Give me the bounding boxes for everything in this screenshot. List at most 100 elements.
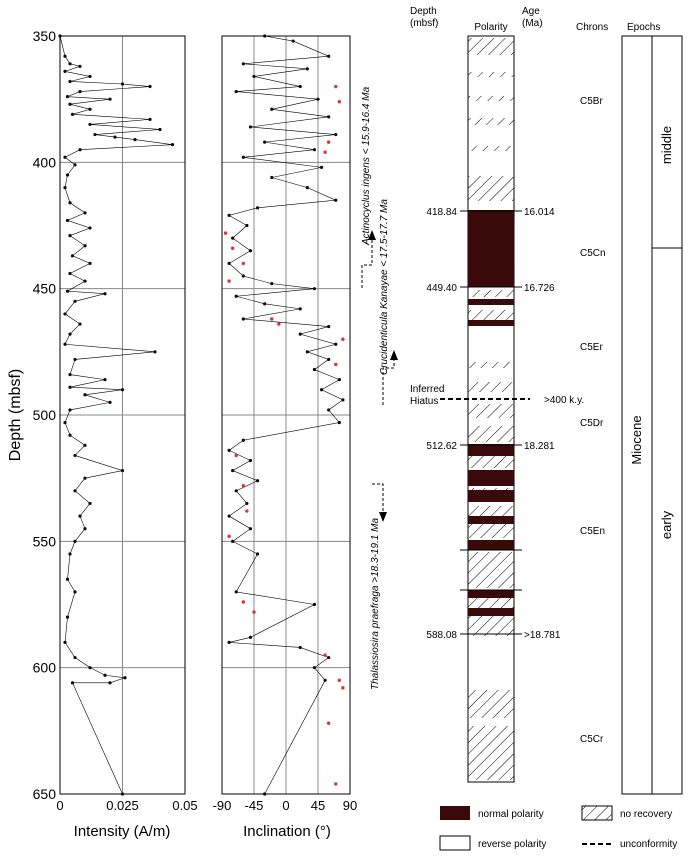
chron-label: C5Br [580,96,603,107]
legend-normal-label: normal polarity [478,809,544,820]
inclination-point [245,223,249,228]
intensity-point [88,122,92,127]
inclination-x-tick: -90 [213,798,232,813]
intensity-point [68,433,72,437]
inclination-point [245,501,249,506]
inclination-point [234,489,238,493]
y-tick-label: 600 [33,660,57,676]
intensity-point [68,372,72,377]
intensity-point [148,84,152,89]
depth-label: 418.84 [426,207,457,218]
intensity-point [108,97,112,101]
inclination-point [298,307,302,311]
intensity-point [78,322,82,326]
intensity-point [120,468,125,473]
inclination-red-point [341,337,345,341]
inclination-point [312,287,317,291]
intensity-point [83,393,87,397]
inclination-red-point [277,322,281,326]
inclination-point [263,34,267,38]
y-tick-label: 350 [33,28,57,44]
inclination-point [248,125,253,129]
inclination-point [341,398,345,402]
inclination-point [248,527,253,531]
intensity-point [68,552,72,556]
chron-label: C5Dr [580,418,604,429]
intensity-point [73,163,77,167]
intensity-point [63,312,67,316]
inclination-point [316,97,320,101]
inclination-point [227,261,231,265]
inclination-point [327,324,331,329]
inclination-point [319,388,324,392]
intensity-point [78,89,82,94]
inclination-panel: -90 -45 0 45 90 Inclination (°) [213,34,357,840]
inclination-point [337,420,341,425]
inclination-point [312,367,317,372]
y-tick-label: 400 [33,154,57,170]
inclination-point [337,378,341,382]
hiatus-label-2: Hiatus [410,396,438,407]
inclination-point [227,514,231,518]
inclination-red-point [334,362,338,367]
intensity-point [63,155,67,159]
inclination-red-point [241,484,246,488]
inclination-point [270,175,274,180]
inclination-point [248,249,253,253]
inclination-point [263,792,267,796]
inclination-point [305,186,309,190]
inclination-point [241,62,245,66]
intensity-point [120,388,125,392]
inclination-point [248,458,253,463]
intensity-point [83,211,87,215]
intensity-x-tick: 0.025 [106,798,139,813]
intensity-point [70,681,75,685]
intensity-point [88,74,92,79]
inclination-point [231,468,235,473]
inclination-red-point [223,231,228,235]
intensity-point [120,792,125,796]
intensity-point [68,79,72,84]
intensity-point [158,127,162,132]
intensity-point [58,34,62,38]
inclination-point [305,350,309,354]
intensity-point [93,132,97,137]
inclination-red-point [234,453,238,458]
intensity-point [68,385,72,389]
inclination-point [334,198,338,202]
inclination-point [263,302,267,306]
inclination-point [227,213,231,217]
intensity-point [83,476,87,480]
inclination-point [270,282,274,286]
intensity-point [65,577,70,581]
inclination-red-point [230,246,235,250]
inclination-point [263,140,267,144]
inclination-red-point [334,84,338,89]
inclination-red-point [227,279,231,283]
inclination-point [327,357,331,362]
inclination-red-point [323,150,327,154]
inclination-red-point [245,509,249,513]
polarity-column: Depth (mbsf) Polarity Age (Ma) Chrons Ep… [410,6,683,795]
intensity-point [88,226,92,230]
inclination-red-point [227,534,231,538]
depth-label: 588.08 [426,630,457,641]
age-label: >18.781 [524,630,561,641]
inclination-point [241,155,245,159]
intensity-point [133,137,137,142]
inclination-point [227,448,231,452]
inclination-point [234,294,238,298]
intensity-point [78,514,82,518]
inclination-point [334,132,338,137]
inclination-point [334,342,338,346]
y-tick-label: 550 [33,533,57,549]
intensity-point [65,218,70,223]
inclination-point [327,115,331,119]
legend-unconformity-label: unconformity [620,839,677,850]
inclination-point [312,602,317,607]
intensity-point [63,420,67,425]
intensity-point [65,289,70,293]
inclination-x-label: Inclination (°) [243,823,331,840]
intensity-point [78,64,82,68]
